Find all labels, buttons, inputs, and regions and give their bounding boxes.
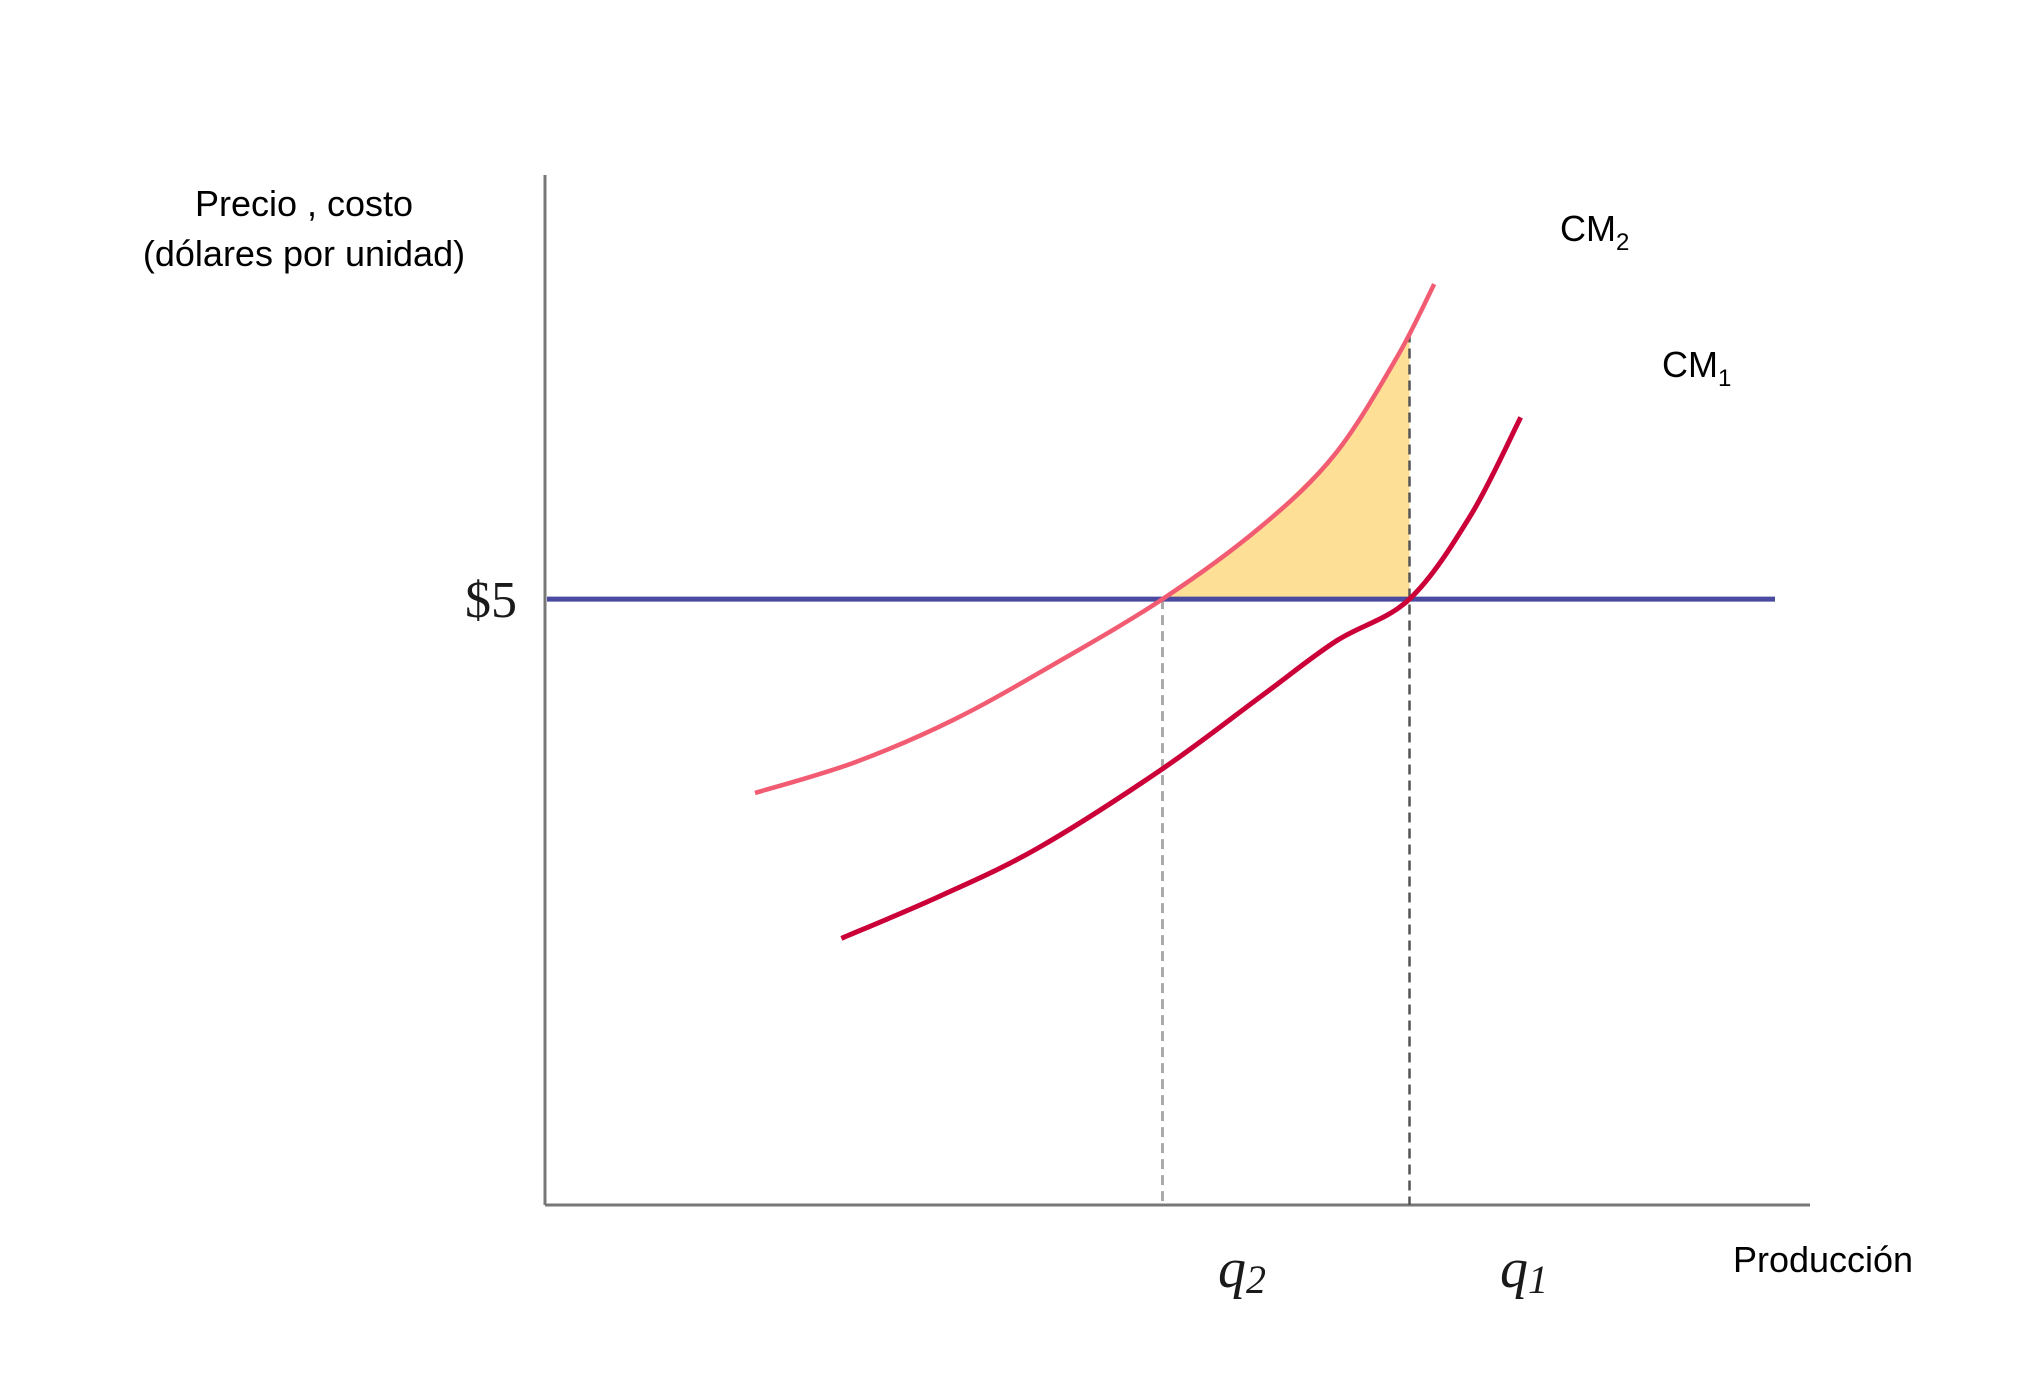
x-axis-label: Producción xyxy=(1733,1239,1913,1280)
series-label-cm1: CM1 xyxy=(1662,344,1731,392)
series-line-cm2 xyxy=(754,283,1437,796)
q2-tick-label: q2 xyxy=(1218,1238,1266,1302)
price-tick-label: $5 xyxy=(465,572,517,629)
y-axis-label-line-2: (dólares por unidad) xyxy=(143,233,465,274)
series-line-cm1 xyxy=(840,416,1523,941)
series-label-cm2: CM2 xyxy=(1560,208,1629,256)
q1-tick-label: q1 xyxy=(1500,1238,1548,1302)
shaded-area xyxy=(1162,332,1410,600)
y-axis-label-line-1: Precio , costo xyxy=(195,183,413,224)
